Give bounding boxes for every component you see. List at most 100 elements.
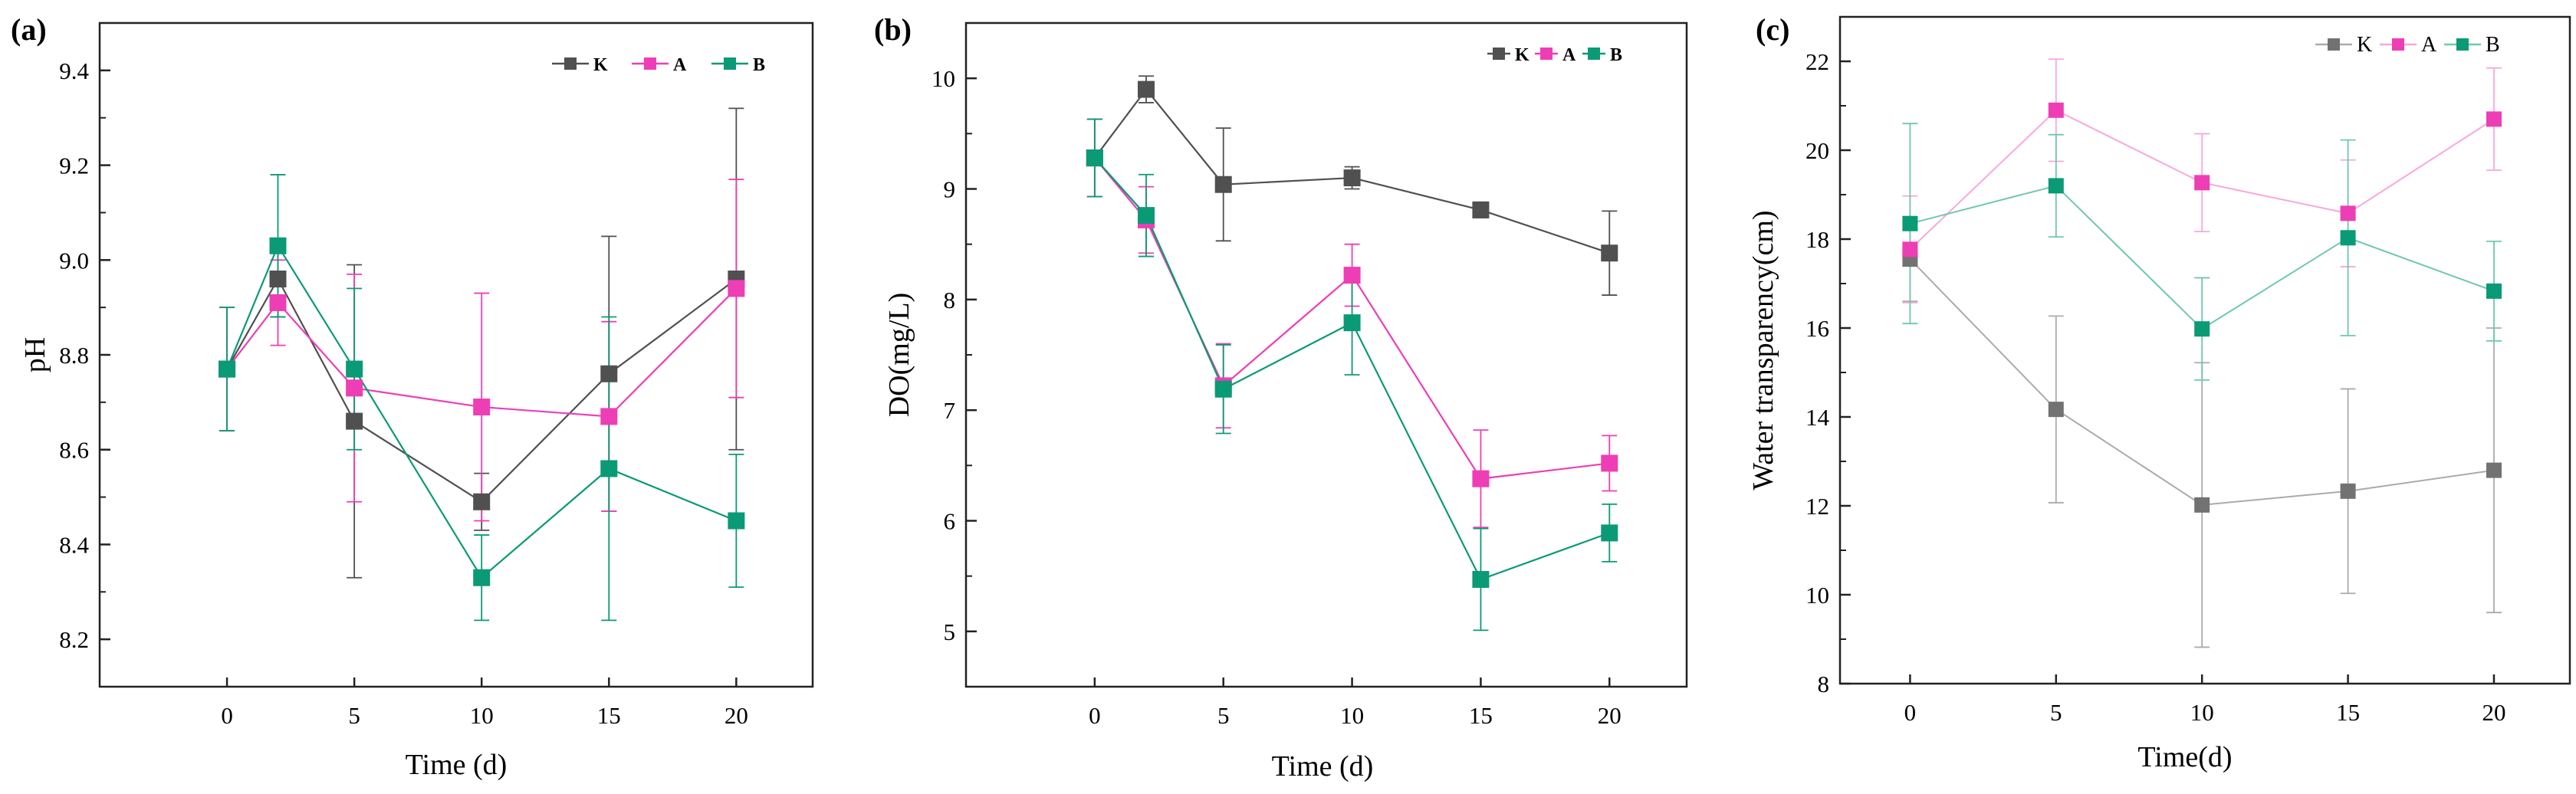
data-point-B (1472, 570, 1490, 588)
data-point-K (2340, 483, 2356, 499)
panel-b-do-chart: (b) 0 5 10 15 20 5 6 7 8 9 10 K A B Time (d) DO(mg/… (874, 12, 1688, 783)
data-point-B (2340, 230, 2356, 246)
panel-c-label: (c) (1756, 12, 1789, 47)
y-tick-label: 20 (1806, 137, 1829, 164)
panel-b-y-axis-title: DO(mg/L) (883, 293, 915, 418)
data-point-A (346, 379, 363, 397)
legend-label: K (593, 55, 608, 75)
data-point-A (2340, 205, 2356, 221)
panel-a-x-ticks: 0 5 10 15 20 (221, 678, 748, 729)
data-point-K (600, 365, 618, 382)
legend-item-K: K (2315, 33, 2372, 57)
y-tick-label: 16 (1806, 315, 1829, 342)
legend-marker (644, 57, 656, 70)
y-tick-label: 6 (944, 508, 956, 535)
y-tick-label: 22 (1806, 48, 1829, 75)
markers-K (1902, 251, 2502, 513)
data-point-K (1214, 176, 1232, 193)
panel-c-plot-area (1902, 58, 2502, 648)
data-point-B (219, 360, 236, 378)
series-line-A (1094, 157, 1610, 480)
data-point-B (1343, 314, 1361, 332)
data-point-A (473, 399, 491, 416)
legend-marker (1540, 48, 1552, 60)
data-point-B (600, 460, 618, 477)
data-point-A (2048, 102, 2064, 118)
panel-c-y-ticks: 8 10 12 14 16 18 20 22 (1806, 48, 1851, 697)
data-point-K (1138, 80, 1155, 98)
legend-marker (1588, 48, 1600, 60)
markers-B (1086, 149, 1618, 588)
y-tick-label: 9 (944, 176, 956, 203)
legend-label: A (2421, 33, 2437, 57)
data-point-B (2486, 283, 2502, 299)
legend-marker (724, 57, 736, 70)
x-tick-label: 0 (1089, 702, 1101, 729)
y-tick-label: 12 (1806, 493, 1829, 520)
panel-a-plot-area (219, 107, 745, 622)
data-point-B (1902, 215, 1918, 231)
panel-a-label: (a) (11, 12, 47, 47)
panel-c-plot-frame (1838, 15, 2571, 685)
legend-marker (2456, 38, 2469, 51)
y-tick-label: 9.2 (59, 153, 89, 179)
y-tick-label: 18 (1806, 226, 1829, 253)
y-tick-label: 7 (944, 397, 956, 424)
y-tick-label: 5 (944, 618, 956, 645)
y-tick-label: 8.4 (59, 531, 89, 558)
panel-b-y-ticks: 5 6 7 8 9 10 (932, 65, 977, 645)
series-line-B (1094, 157, 1610, 581)
data-point-B (2048, 178, 2064, 194)
y-tick-label: 8.8 (59, 342, 89, 369)
y-tick-label: 9.4 (59, 57, 89, 84)
panel-b-label: (b) (874, 12, 912, 47)
data-point-A (2194, 175, 2210, 191)
legend-label: B (2486, 33, 2500, 57)
x-tick-label: 5 (1217, 702, 1230, 729)
data-point-B (1138, 207, 1155, 225)
data-point-A (2486, 111, 2502, 127)
y-tick-label: 10 (932, 65, 955, 92)
data-point-A (1601, 454, 1618, 472)
series-line-A (226, 287, 738, 418)
error-bars-A (219, 179, 744, 522)
x-tick-label: 10 (2190, 699, 2214, 726)
legend-item-B: B (1582, 45, 1622, 65)
y-tick-label: 10 (1806, 582, 1829, 609)
data-point-K (1472, 201, 1490, 218)
data-point-B (473, 569, 491, 586)
legend-item-B: B (711, 55, 765, 75)
data-point-B (728, 512, 745, 530)
markers-B (1902, 178, 2502, 337)
legend-marker (1493, 48, 1505, 60)
legend-label: B (753, 55, 765, 75)
panel-a-y-axis-title: pH (19, 337, 51, 372)
panel-a-x-axis-title: Time (d) (406, 749, 508, 781)
legend-item-K: K (1487, 45, 1530, 65)
legend-label: A (1562, 45, 1576, 65)
data-point-A (728, 280, 745, 297)
x-tick-label: 15 (1469, 702, 1493, 729)
legend-item-A: A (632, 55, 687, 75)
legend-label: A (673, 55, 687, 75)
x-tick-label: 20 (1598, 702, 1622, 729)
markers-B (219, 237, 745, 586)
legend-label: K (1515, 45, 1530, 65)
x-tick-label: 10 (1340, 702, 1364, 729)
data-point-B (1601, 524, 1618, 542)
y-tick-label: 8.2 (59, 626, 89, 653)
x-tick-label: 0 (221, 702, 233, 729)
y-tick-label: 8 (1818, 671, 1830, 697)
markers-A (219, 280, 745, 425)
panel-c-y-axis-title: Water transparency(cm) (1747, 210, 1779, 490)
legend-item-A: A (1535, 45, 1576, 65)
data-point-K (1601, 244, 1618, 262)
x-tick-label: 5 (2050, 699, 2062, 726)
data-point-B (2194, 321, 2210, 337)
y-tick-label: 8.6 (59, 437, 89, 464)
series-line-K (1093, 87, 1610, 254)
data-point-B (1086, 149, 1103, 167)
